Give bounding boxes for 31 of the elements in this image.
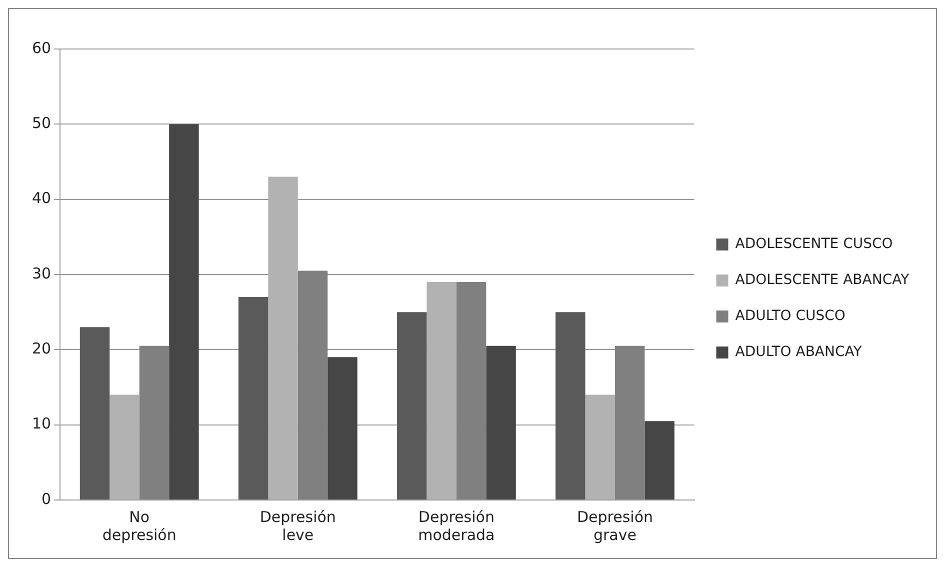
legend-label: ADULTO ABANCAY [735, 344, 862, 360]
y-tick-label: 30 [32, 264, 52, 282]
y-tick-label: 20 [32, 340, 52, 358]
bar [585, 394, 615, 500]
x-tick-label: Depresión moderada [418, 508, 495, 544]
y-tick-label: 40 [32, 189, 52, 208]
legend-label: ADOLESCENTE CUSCO [735, 236, 893, 252]
x-tick-label: Depresión leve [260, 508, 336, 544]
bar [110, 394, 140, 500]
legend-label: ADOLESCENTE ABANCAY [735, 272, 910, 288]
y-tick-label: 50 [32, 114, 52, 132]
x-tick-label: Depresión grave [576, 508, 654, 544]
bar [426, 282, 456, 500]
y-tick-label: 10 [32, 414, 52, 433]
bar [396, 312, 427, 500]
bar [644, 421, 674, 500]
bar [556, 312, 586, 500]
bar [268, 176, 298, 500]
bar [169, 124, 199, 500]
legend-label: ADULTO CUSCO [735, 308, 846, 324]
bar [139, 346, 170, 500]
x-tick-label: No depresión [102, 508, 176, 544]
bar [238, 297, 268, 500]
bar [614, 346, 645, 500]
bar [328, 357, 358, 500]
bar [456, 282, 486, 500]
bar [80, 327, 110, 500]
bar [298, 270, 328, 500]
y-tick-label: 60 [32, 38, 52, 57]
y-tick-label: 0 [42, 490, 52, 508]
bar [486, 346, 516, 500]
